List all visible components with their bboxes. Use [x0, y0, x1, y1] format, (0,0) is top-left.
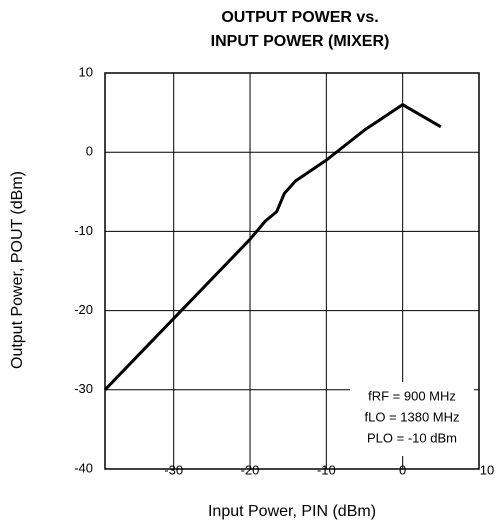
annotation: fRF = 900 MHz	[368, 388, 456, 403]
data-line	[103, 103, 442, 391]
x-tick-label: 10	[480, 462, 494, 477]
y-tick-label: 0	[86, 144, 93, 159]
plot-frame	[104, 72, 480, 470]
x-axis-label: Input Power, PIN (dBm)	[208, 503, 376, 520]
annotation: fLO = 1380 MHz	[364, 409, 459, 424]
x-tick-label: 0	[399, 462, 406, 477]
x-tick-label: -10	[317, 462, 336, 477]
y-tick-label: -40	[74, 460, 93, 475]
chart-title: INPUT POWER (MIXER)	[211, 33, 390, 50]
chart-title: OUTPUT POWER vs.	[221, 9, 378, 26]
y-tick-label: -20	[74, 302, 93, 317]
y-axis-label: Output Power, POUT (dBm)	[9, 171, 26, 369]
plot	[103, 103, 442, 391]
annotation-box	[350, 382, 474, 456]
x-tick-label: -20	[241, 462, 260, 477]
y-tick-label: -30	[74, 381, 93, 396]
y-tick-label: -10	[74, 223, 93, 238]
y-tick-label: 10	[79, 64, 93, 79]
annotation: PLO = -10 dBm	[367, 430, 457, 445]
x-tick-label: -30	[164, 462, 183, 477]
